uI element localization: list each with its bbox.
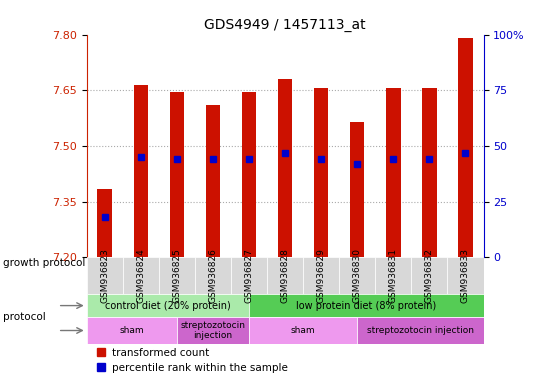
- Bar: [386, 88, 401, 257]
- Bar: [159, 257, 195, 294]
- Bar: [206, 105, 220, 257]
- Text: low protein diet (8% protein): low protein diet (8% protein): [296, 301, 437, 311]
- Bar: [87, 257, 123, 294]
- Bar: [458, 38, 473, 257]
- Bar: [242, 92, 256, 257]
- Bar: [339, 257, 375, 294]
- Text: GSM936830: GSM936830: [353, 248, 362, 303]
- Bar: [87, 294, 249, 317]
- Bar: [177, 317, 249, 344]
- Bar: [195, 257, 231, 294]
- Bar: [447, 257, 484, 294]
- Bar: [249, 294, 484, 317]
- Text: protocol: protocol: [3, 312, 45, 322]
- Bar: [411, 257, 447, 294]
- Bar: [314, 88, 328, 257]
- Bar: [303, 257, 339, 294]
- Text: GSM936826: GSM936826: [209, 248, 217, 303]
- Legend: transformed count, percentile rank within the sample: transformed count, percentile rank withi…: [92, 343, 292, 377]
- Bar: [375, 257, 411, 294]
- Text: GSM936831: GSM936831: [389, 248, 398, 303]
- Text: growth protocol: growth protocol: [3, 258, 85, 268]
- Text: GSM936829: GSM936829: [316, 248, 326, 303]
- Bar: [134, 85, 148, 257]
- Text: streptozotocin injection: streptozotocin injection: [367, 326, 474, 335]
- Bar: [87, 317, 177, 344]
- Bar: [357, 317, 484, 344]
- Text: control diet (20% protein): control diet (20% protein): [105, 301, 231, 311]
- Bar: [231, 257, 267, 294]
- Bar: [123, 257, 159, 294]
- Title: GDS4949 / 1457113_at: GDS4949 / 1457113_at: [204, 18, 366, 32]
- Bar: [422, 88, 437, 257]
- Text: GSM936825: GSM936825: [172, 248, 181, 303]
- Text: streptozotocin
injection: streptozotocin injection: [181, 321, 245, 340]
- Text: GSM936833: GSM936833: [461, 248, 470, 303]
- Bar: [97, 189, 112, 257]
- Text: GSM936827: GSM936827: [244, 248, 254, 303]
- Text: GSM936828: GSM936828: [281, 248, 290, 303]
- Text: GSM936823: GSM936823: [100, 248, 109, 303]
- Text: GSM936832: GSM936832: [425, 248, 434, 303]
- Bar: [350, 122, 364, 257]
- Bar: [278, 79, 292, 257]
- Text: GSM936824: GSM936824: [136, 248, 145, 303]
- Bar: [169, 92, 184, 257]
- Bar: [249, 317, 357, 344]
- Text: sham: sham: [291, 326, 315, 335]
- Text: sham: sham: [120, 326, 144, 335]
- Bar: [267, 257, 303, 294]
